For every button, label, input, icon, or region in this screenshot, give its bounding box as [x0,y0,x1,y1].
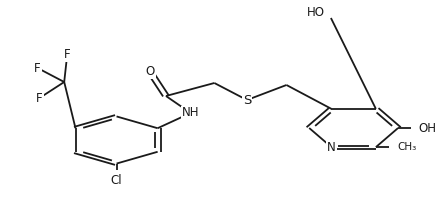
Text: F: F [34,62,41,75]
Text: CH₃: CH₃ [398,142,417,152]
Text: F: F [64,49,70,62]
Text: OH: OH [418,121,436,135]
Text: F: F [36,92,43,105]
Text: HO: HO [307,5,325,19]
Text: NH: NH [182,106,199,119]
Text: N: N [327,141,336,154]
Text: O: O [146,65,155,78]
Text: Cl: Cl [111,174,122,187]
Text: S: S [243,94,251,106]
